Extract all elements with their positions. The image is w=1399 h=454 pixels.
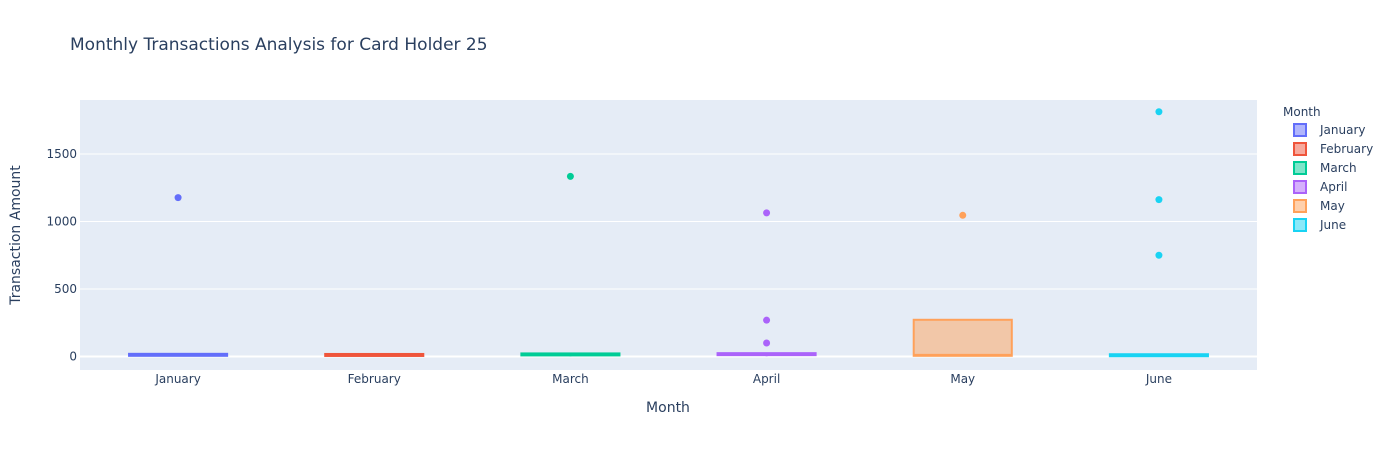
box-iqr	[912, 318, 1013, 357]
box-may[interactable]	[912, 211, 1013, 357]
legend-swatch	[1293, 123, 1307, 137]
legend-swatch	[1293, 199, 1307, 213]
y-tick-label: 500	[54, 282, 77, 296]
legend-item-june[interactable]: June	[1293, 218, 1346, 232]
legend-swatch	[1293, 161, 1307, 175]
outlier-point[interactable]	[1155, 251, 1163, 259]
y-axis-label: Transaction Amount	[8, 165, 24, 306]
box-april[interactable]	[716, 209, 817, 357]
legend-item-january[interactable]: January	[1293, 123, 1366, 137]
plot-area-background	[80, 100, 1257, 370]
legend-swatch	[1293, 142, 1307, 156]
x-tick-label: May	[950, 372, 975, 386]
outlier-point[interactable]	[763, 316, 771, 324]
gridlines	[80, 153, 1257, 358]
legend-item-may[interactable]: May	[1293, 199, 1345, 213]
outlier-point[interactable]	[174, 194, 182, 202]
y-tick-label: 1500	[46, 147, 77, 161]
box-series	[128, 108, 1209, 358]
box-june[interactable]	[1108, 108, 1209, 358]
y-tick-label: 1000	[46, 215, 77, 229]
outlier-point[interactable]	[763, 339, 771, 347]
legend: Month January February March April May June	[1283, 105, 1373, 232]
legend-swatch	[1293, 218, 1307, 232]
axis-ticks: 0 500 1000 1500 January February March April May…	[46, 147, 1172, 386]
legend-swatch	[1293, 180, 1307, 194]
outlier-point[interactable]	[566, 172, 574, 180]
x-tick-label: January	[154, 372, 201, 386]
legend-label: June	[1319, 218, 1346, 232]
x-tick-label: June	[1145, 372, 1172, 386]
outlier-point[interactable]	[1155, 108, 1163, 116]
x-tick-label: April	[753, 372, 780, 386]
box-march[interactable]	[520, 172, 621, 357]
outlier-point[interactable]	[1155, 196, 1163, 204]
legend-label: January	[1319, 123, 1366, 137]
outlier-point[interactable]	[763, 209, 771, 217]
outlier-point[interactable]	[959, 211, 967, 219]
x-axis-label: Month	[646, 400, 690, 416]
legend-label: May	[1320, 199, 1345, 213]
legend-item-february[interactable]: February	[1293, 142, 1373, 156]
legend-label: March	[1320, 161, 1357, 175]
y-tick-label: 0	[69, 350, 77, 364]
legend-title: Month	[1283, 105, 1321, 119]
chart-title: Monthly Transactions Analysis for Card H…	[70, 35, 488, 55]
legend-label: February	[1320, 142, 1373, 156]
box-january[interactable]	[128, 194, 229, 357]
x-tick-label: February	[348, 372, 401, 386]
legend-item-april[interactable]: April	[1293, 180, 1347, 194]
box-february[interactable]	[324, 352, 425, 357]
legend-item-march[interactable]: March	[1293, 161, 1357, 175]
legend-label: April	[1320, 180, 1347, 194]
x-tick-label: March	[552, 372, 589, 386]
